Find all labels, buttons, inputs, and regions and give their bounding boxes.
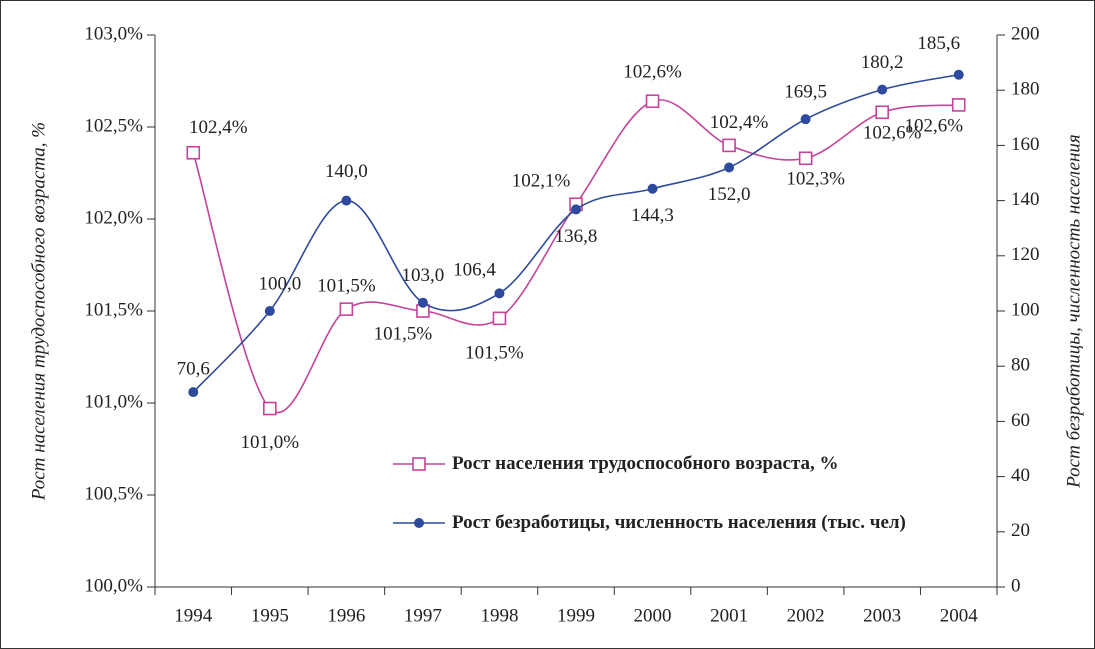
data-label: 103,0 xyxy=(402,265,445,286)
x-tick-label: 1994 xyxy=(174,605,213,626)
y2-tick-label: 100 xyxy=(1011,299,1040,320)
marker xyxy=(186,145,201,160)
data-label: 144,3 xyxy=(631,205,674,226)
data-label: 180,2 xyxy=(861,52,904,73)
data-label: 102,6% xyxy=(863,123,922,144)
marker xyxy=(341,195,352,206)
x-tick-label: 2001 xyxy=(710,605,748,626)
y2-tick-label: 80 xyxy=(1011,355,1030,376)
data-label: 102,4% xyxy=(710,112,769,133)
data-label: 106,4 xyxy=(453,260,496,281)
x-tick-label: 2000 xyxy=(634,605,672,626)
data-label: 101,5% xyxy=(374,323,433,344)
marker xyxy=(877,84,888,95)
data-label: 101,5% xyxy=(317,276,376,297)
x-tick-label: 1997 xyxy=(404,605,442,626)
marker xyxy=(263,401,277,416)
marker xyxy=(800,114,811,125)
data-label: 136,8 xyxy=(555,226,598,247)
y2-tick-label: 40 xyxy=(1011,465,1030,486)
y2-tick-label: 60 xyxy=(1011,410,1030,431)
x-tick-label: 2002 xyxy=(787,605,825,626)
x-tick-label: 2003 xyxy=(863,605,901,626)
marker xyxy=(264,306,275,316)
y2-tick-label: 120 xyxy=(1011,244,1040,265)
marker xyxy=(417,297,428,308)
data-label: 101,5% xyxy=(465,343,524,364)
y-tick-label: 101,0% xyxy=(84,391,143,412)
marker xyxy=(492,311,507,326)
data-label: 102,1% xyxy=(512,171,571,192)
data-label: 70,6 xyxy=(177,359,210,380)
data-label: 140,0 xyxy=(325,161,368,182)
data-label: 101,0% xyxy=(241,432,300,453)
y-tick-label: 101,5% xyxy=(84,299,143,320)
y-axis-title: Рост населения трудоспособного возраста,… xyxy=(28,122,49,501)
y-tick-label: 102,5% xyxy=(84,115,143,136)
marker xyxy=(188,387,199,398)
data-label: 100,0 xyxy=(258,273,301,294)
y2-tick-label: 180 xyxy=(1011,79,1040,100)
y2-tick-label: 160 xyxy=(1011,134,1040,155)
marker xyxy=(571,204,581,215)
x-tick-label: 1995 xyxy=(251,605,289,626)
x-tick-label: 2004 xyxy=(940,605,979,626)
marker xyxy=(645,94,660,109)
x-tick-label: 1999 xyxy=(557,605,595,626)
data-label: 152,0 xyxy=(708,184,751,205)
legend-marker xyxy=(414,518,424,528)
y2-tick-label: 200 xyxy=(1011,23,1040,44)
marker xyxy=(339,302,354,316)
marker xyxy=(647,183,658,194)
data-label: 102,4% xyxy=(189,117,248,138)
marker xyxy=(875,105,889,120)
marker xyxy=(494,288,505,299)
y-tick-label: 102,0% xyxy=(84,207,143,228)
data-label: 185,6 xyxy=(917,33,960,54)
data-label: 102,3% xyxy=(786,169,845,190)
y2-tick-label: 140 xyxy=(1011,189,1040,210)
y-tick-label: 100,5% xyxy=(84,483,143,504)
y2-axis-title: Рост безработицы, численность населения xyxy=(1063,134,1084,488)
marker xyxy=(798,151,813,166)
legend-label: Рост безработицы, численность населения … xyxy=(452,512,906,533)
marker xyxy=(722,138,736,153)
legend-marker xyxy=(412,457,426,471)
marker xyxy=(951,98,966,112)
y2-tick-label: 20 xyxy=(1011,520,1030,541)
data-label: 169,5 xyxy=(784,82,827,103)
x-tick-label: 1996 xyxy=(327,605,365,626)
y2-tick-label: 0 xyxy=(1011,575,1021,596)
legend-label: Рост населения трудоспособного возраста,… xyxy=(452,453,839,474)
marker xyxy=(724,162,735,173)
y-tick-label: 100,0% xyxy=(84,575,143,596)
marker xyxy=(953,69,964,80)
data-label: 102,6% xyxy=(904,115,963,136)
x-tick-label: 1998 xyxy=(480,605,518,626)
data-label: 102,6% xyxy=(623,62,682,83)
y-tick-label: 103,0% xyxy=(84,23,143,44)
series-line xyxy=(192,73,959,393)
